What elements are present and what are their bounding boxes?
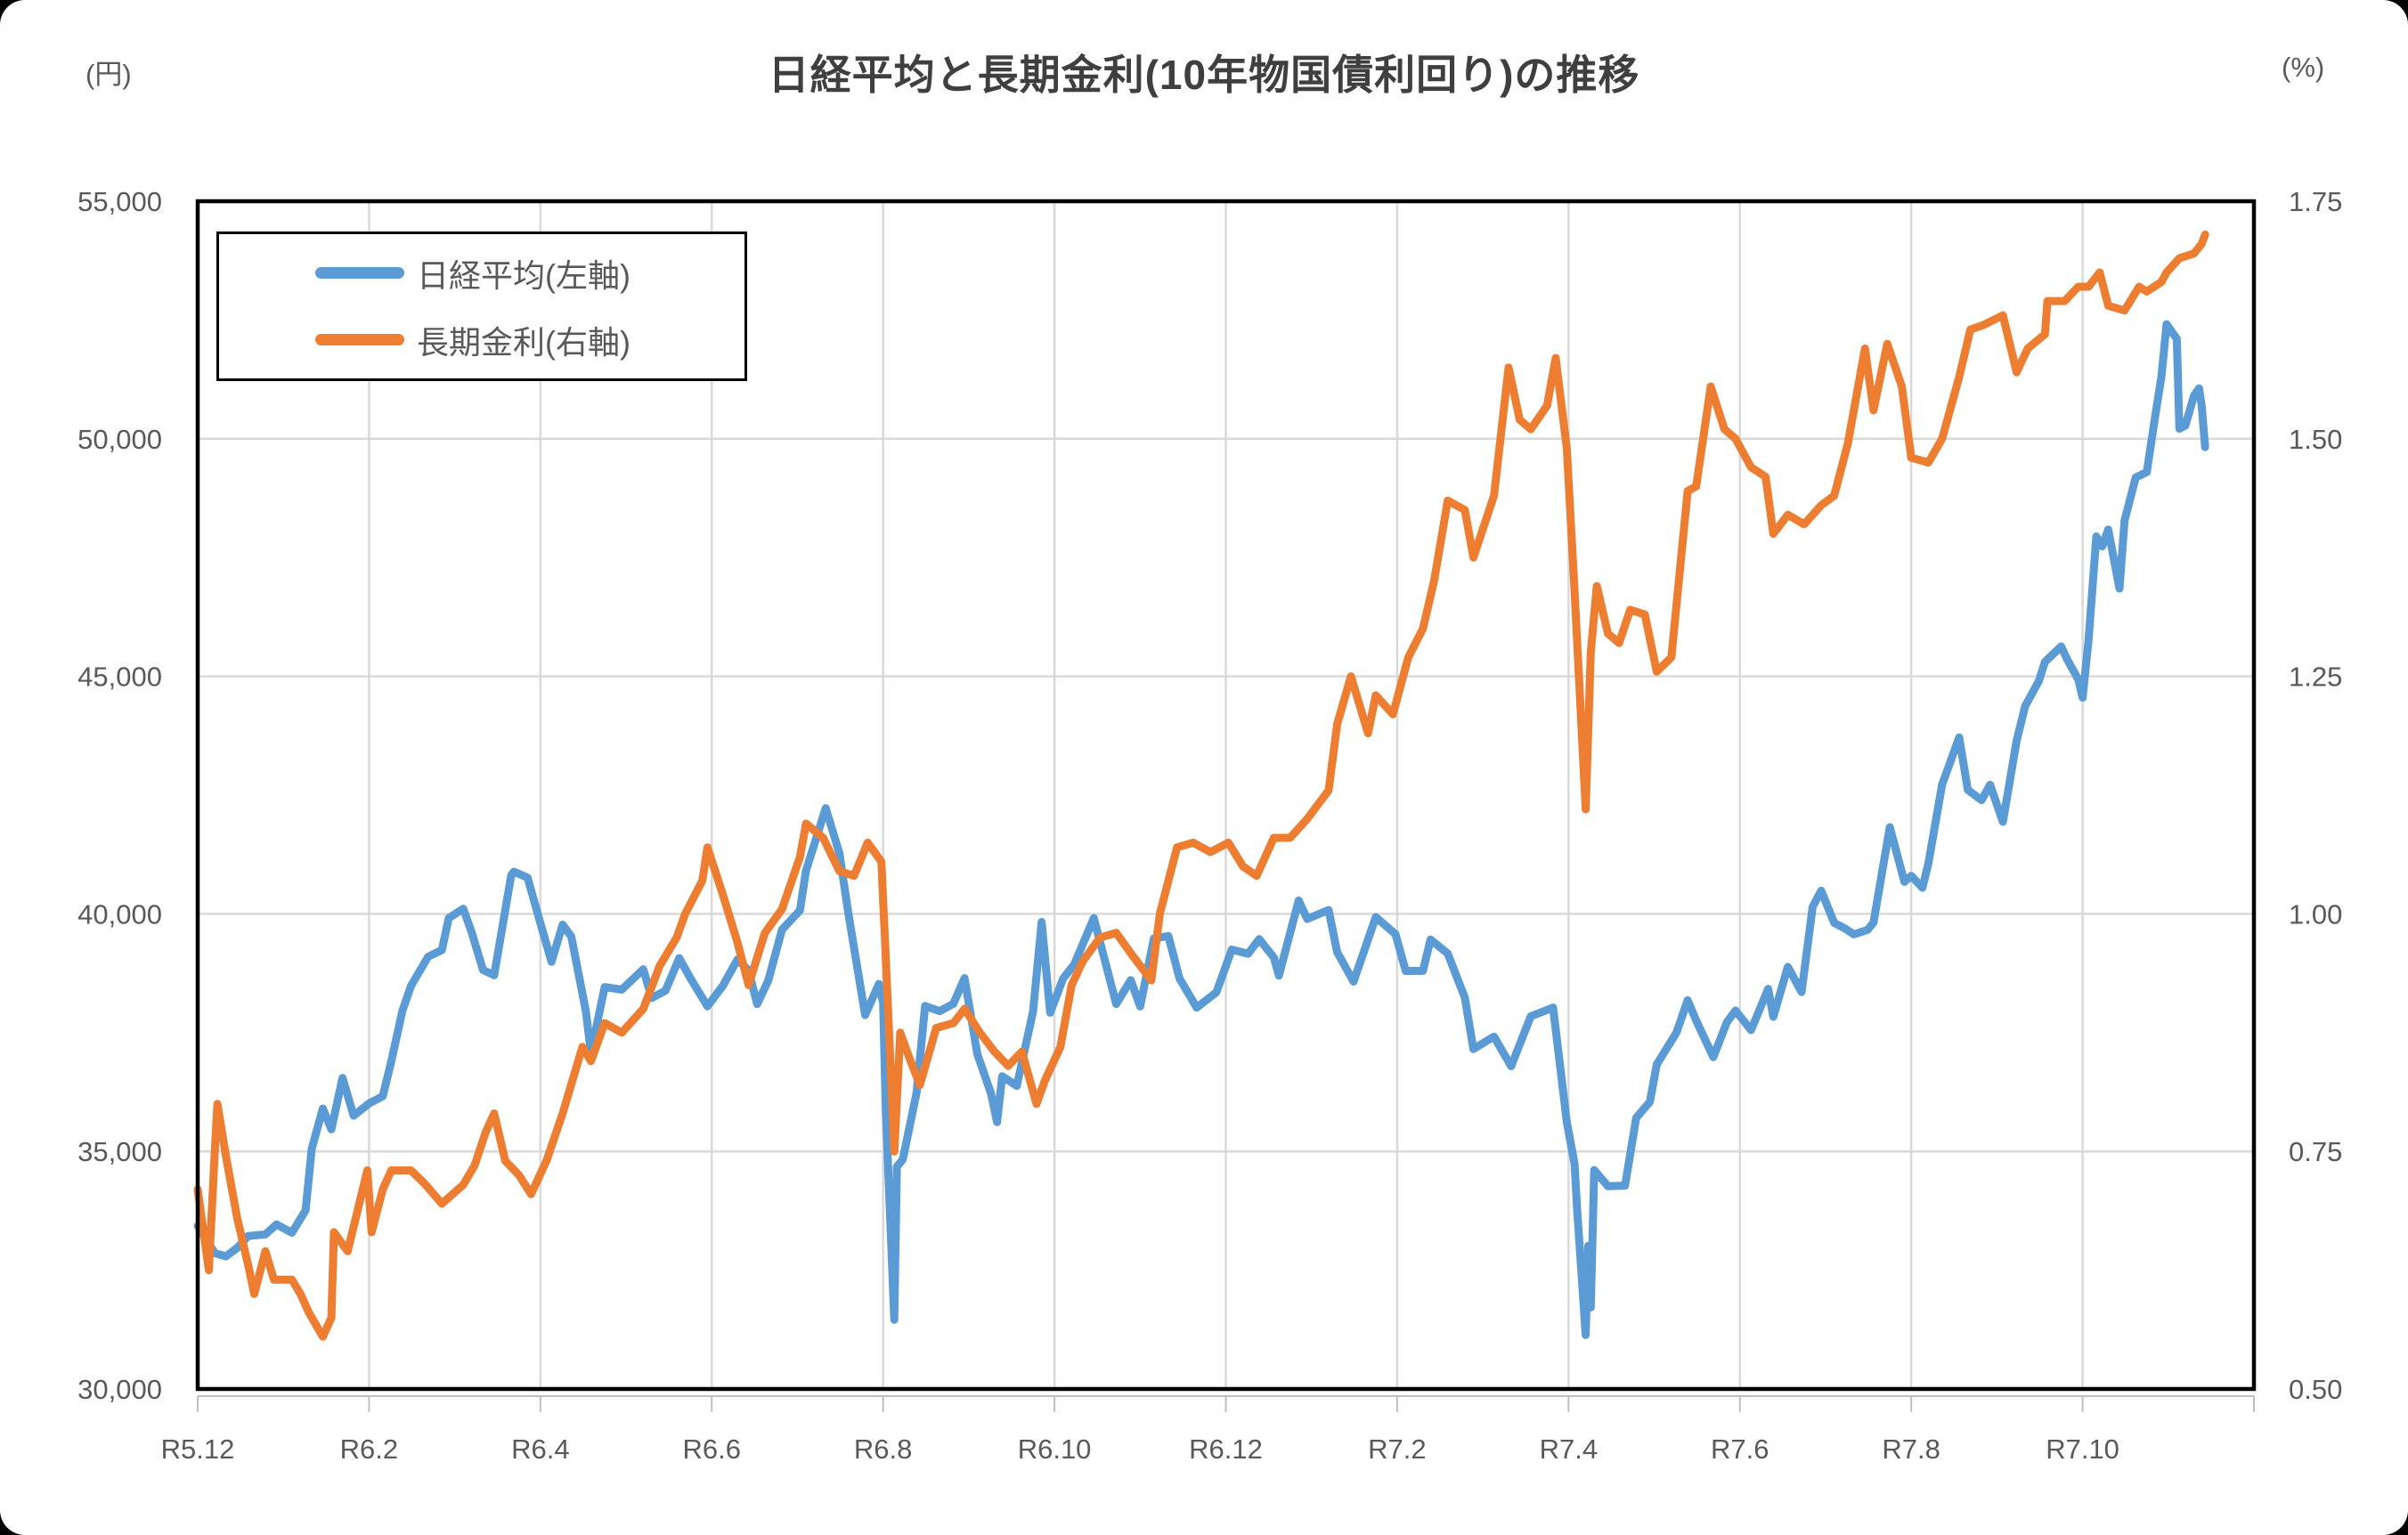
y-axis-tick-label-right: 1.25 (2289, 662, 2342, 693)
y-axis-tick-label-left: 55,000 (77, 186, 162, 217)
y-axis-tick-label-left: 50,000 (77, 424, 162, 455)
legend-label-yield: 長期金利(右軸) (417, 323, 630, 361)
x-axis-tick-label: R6.10 (1018, 1433, 1092, 1465)
x-axis-tick-label: R6.4 (511, 1433, 569, 1465)
x-axis-tick-label: R7.4 (1540, 1433, 1598, 1465)
y-axis-tick-label-left: 40,000 (77, 898, 162, 930)
x-axis-tick-label: R7.10 (2046, 1433, 2119, 1465)
x-axis-tick-label: R6.12 (1189, 1433, 1263, 1465)
legend-swatch-nikkei-icon (315, 267, 404, 279)
plot-border-rect (195, 199, 2257, 1392)
y-axis-tick-label-left: 45,000 (77, 662, 162, 693)
series-lines (193, 230, 2209, 1341)
y-axis-tick-label-right: 1.50 (2289, 424, 2342, 455)
legend-item-yield: 長期金利(右軸) (219, 317, 744, 363)
y-axis-tick-label-right: 0.50 (2289, 1374, 2342, 1405)
x-axis-tick-label: R7.6 (1711, 1433, 1769, 1465)
right-axis-unit: (%) (2282, 52, 2325, 83)
y-axis-tick-label-right: 1.75 (2289, 186, 2342, 217)
legend-label-nikkei: 日経平均(左軸) (417, 256, 630, 294)
x-axis-tick-label: R6.2 (340, 1433, 398, 1465)
y-axis-tick-label-left: 35,000 (77, 1136, 162, 1167)
chart-title: 日経平均と長期金利(10年物国債利回り)の推移 (768, 52, 1640, 98)
legend-swatch-yield-icon (315, 334, 404, 345)
y-axis-tick-label-left: 30,000 (77, 1374, 162, 1405)
left-axis-unit: (円) (85, 59, 132, 90)
series-line-nikkei (193, 320, 2209, 1339)
y-axis-tick-label-right: 0.75 (2289, 1136, 2342, 1167)
legend-item-nikkei: 日経平均(左軸) (219, 250, 744, 296)
x-axis-tick-label: R5.12 (161, 1433, 235, 1465)
chart-legend: 日経平均(左軸) 長期金利(右軸) (216, 231, 747, 381)
axis-lines (197, 1395, 2255, 1412)
x-axis-tick-label: R7.2 (1368, 1433, 1426, 1465)
plot-border (195, 199, 2257, 1392)
x-axis-tick-label: R6.8 (854, 1433, 912, 1465)
x-axis-tick-label: R6.6 (683, 1433, 741, 1465)
x-axis-tick-label: R7.8 (1882, 1433, 1940, 1465)
series-line-yield (193, 230, 2209, 1341)
y-axis-tick-label-right: 1.00 (2289, 898, 2342, 930)
axis-tick-labels: 55,000 50,000 45,000 40,000 35,000 30,000 1.75… (77, 186, 2342, 1465)
